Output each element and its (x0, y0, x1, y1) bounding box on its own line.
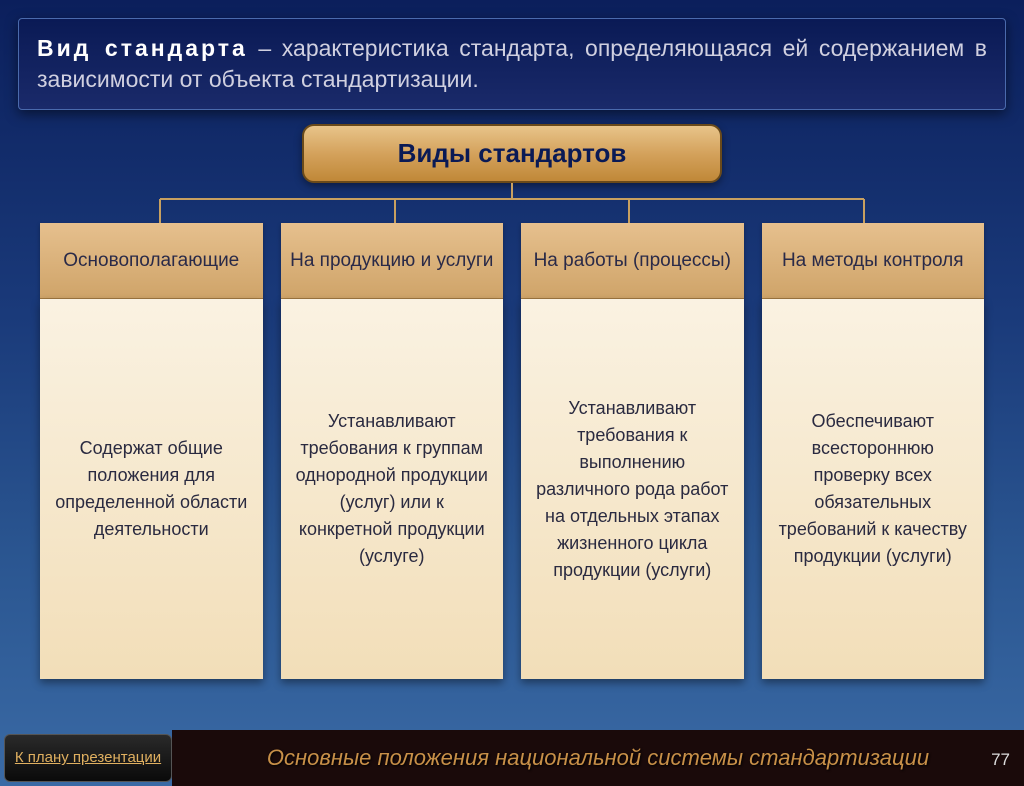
column-4-header: На методы контроля (762, 223, 985, 299)
column-4-body: Обеспечивают всестороннюю проверку всех … (762, 299, 985, 679)
definition-term: Вид стандарта (37, 35, 248, 61)
column-3: На работы (процессы) Устанавливают требо… (521, 223, 744, 679)
connectors (60, 183, 964, 223)
column-3-body: Устанавливают требования к выполнению ра… (521, 299, 744, 679)
column-1-body: Содержат общие положения для определенно… (40, 299, 263, 679)
column-4: На методы контроля Обеспечивают всесторо… (762, 223, 985, 679)
column-2: На продукцию и услуги Устанавливают треб… (281, 223, 504, 679)
definition-text: Вид стандарта – характеристика стандарта… (37, 33, 987, 95)
diagram: Виды стандартов Основополагающие Содержа… (0, 124, 1024, 679)
column-1-header: Основополагающие (40, 223, 263, 299)
column-3-header: На работы (процессы) (521, 223, 744, 299)
column-2-body: Устанавливают требования к группам однор… (281, 299, 504, 679)
plan-button[interactable]: К плану презентации (4, 734, 172, 782)
root-node: Виды стандартов (302, 124, 722, 183)
footer-bar: К плану презентации Основные положения н… (0, 730, 1024, 786)
definition-box: Вид стандарта – характеристика стандарта… (18, 18, 1006, 110)
page-number: 77 (991, 750, 1010, 770)
columns-row: Основополагающие Содержат общие положени… (0, 223, 1024, 679)
footer-title: Основные положения национальной системы … (172, 730, 1024, 786)
column-1: Основополагающие Содержат общие положени… (40, 223, 263, 679)
column-2-header: На продукцию и услуги (281, 223, 504, 299)
